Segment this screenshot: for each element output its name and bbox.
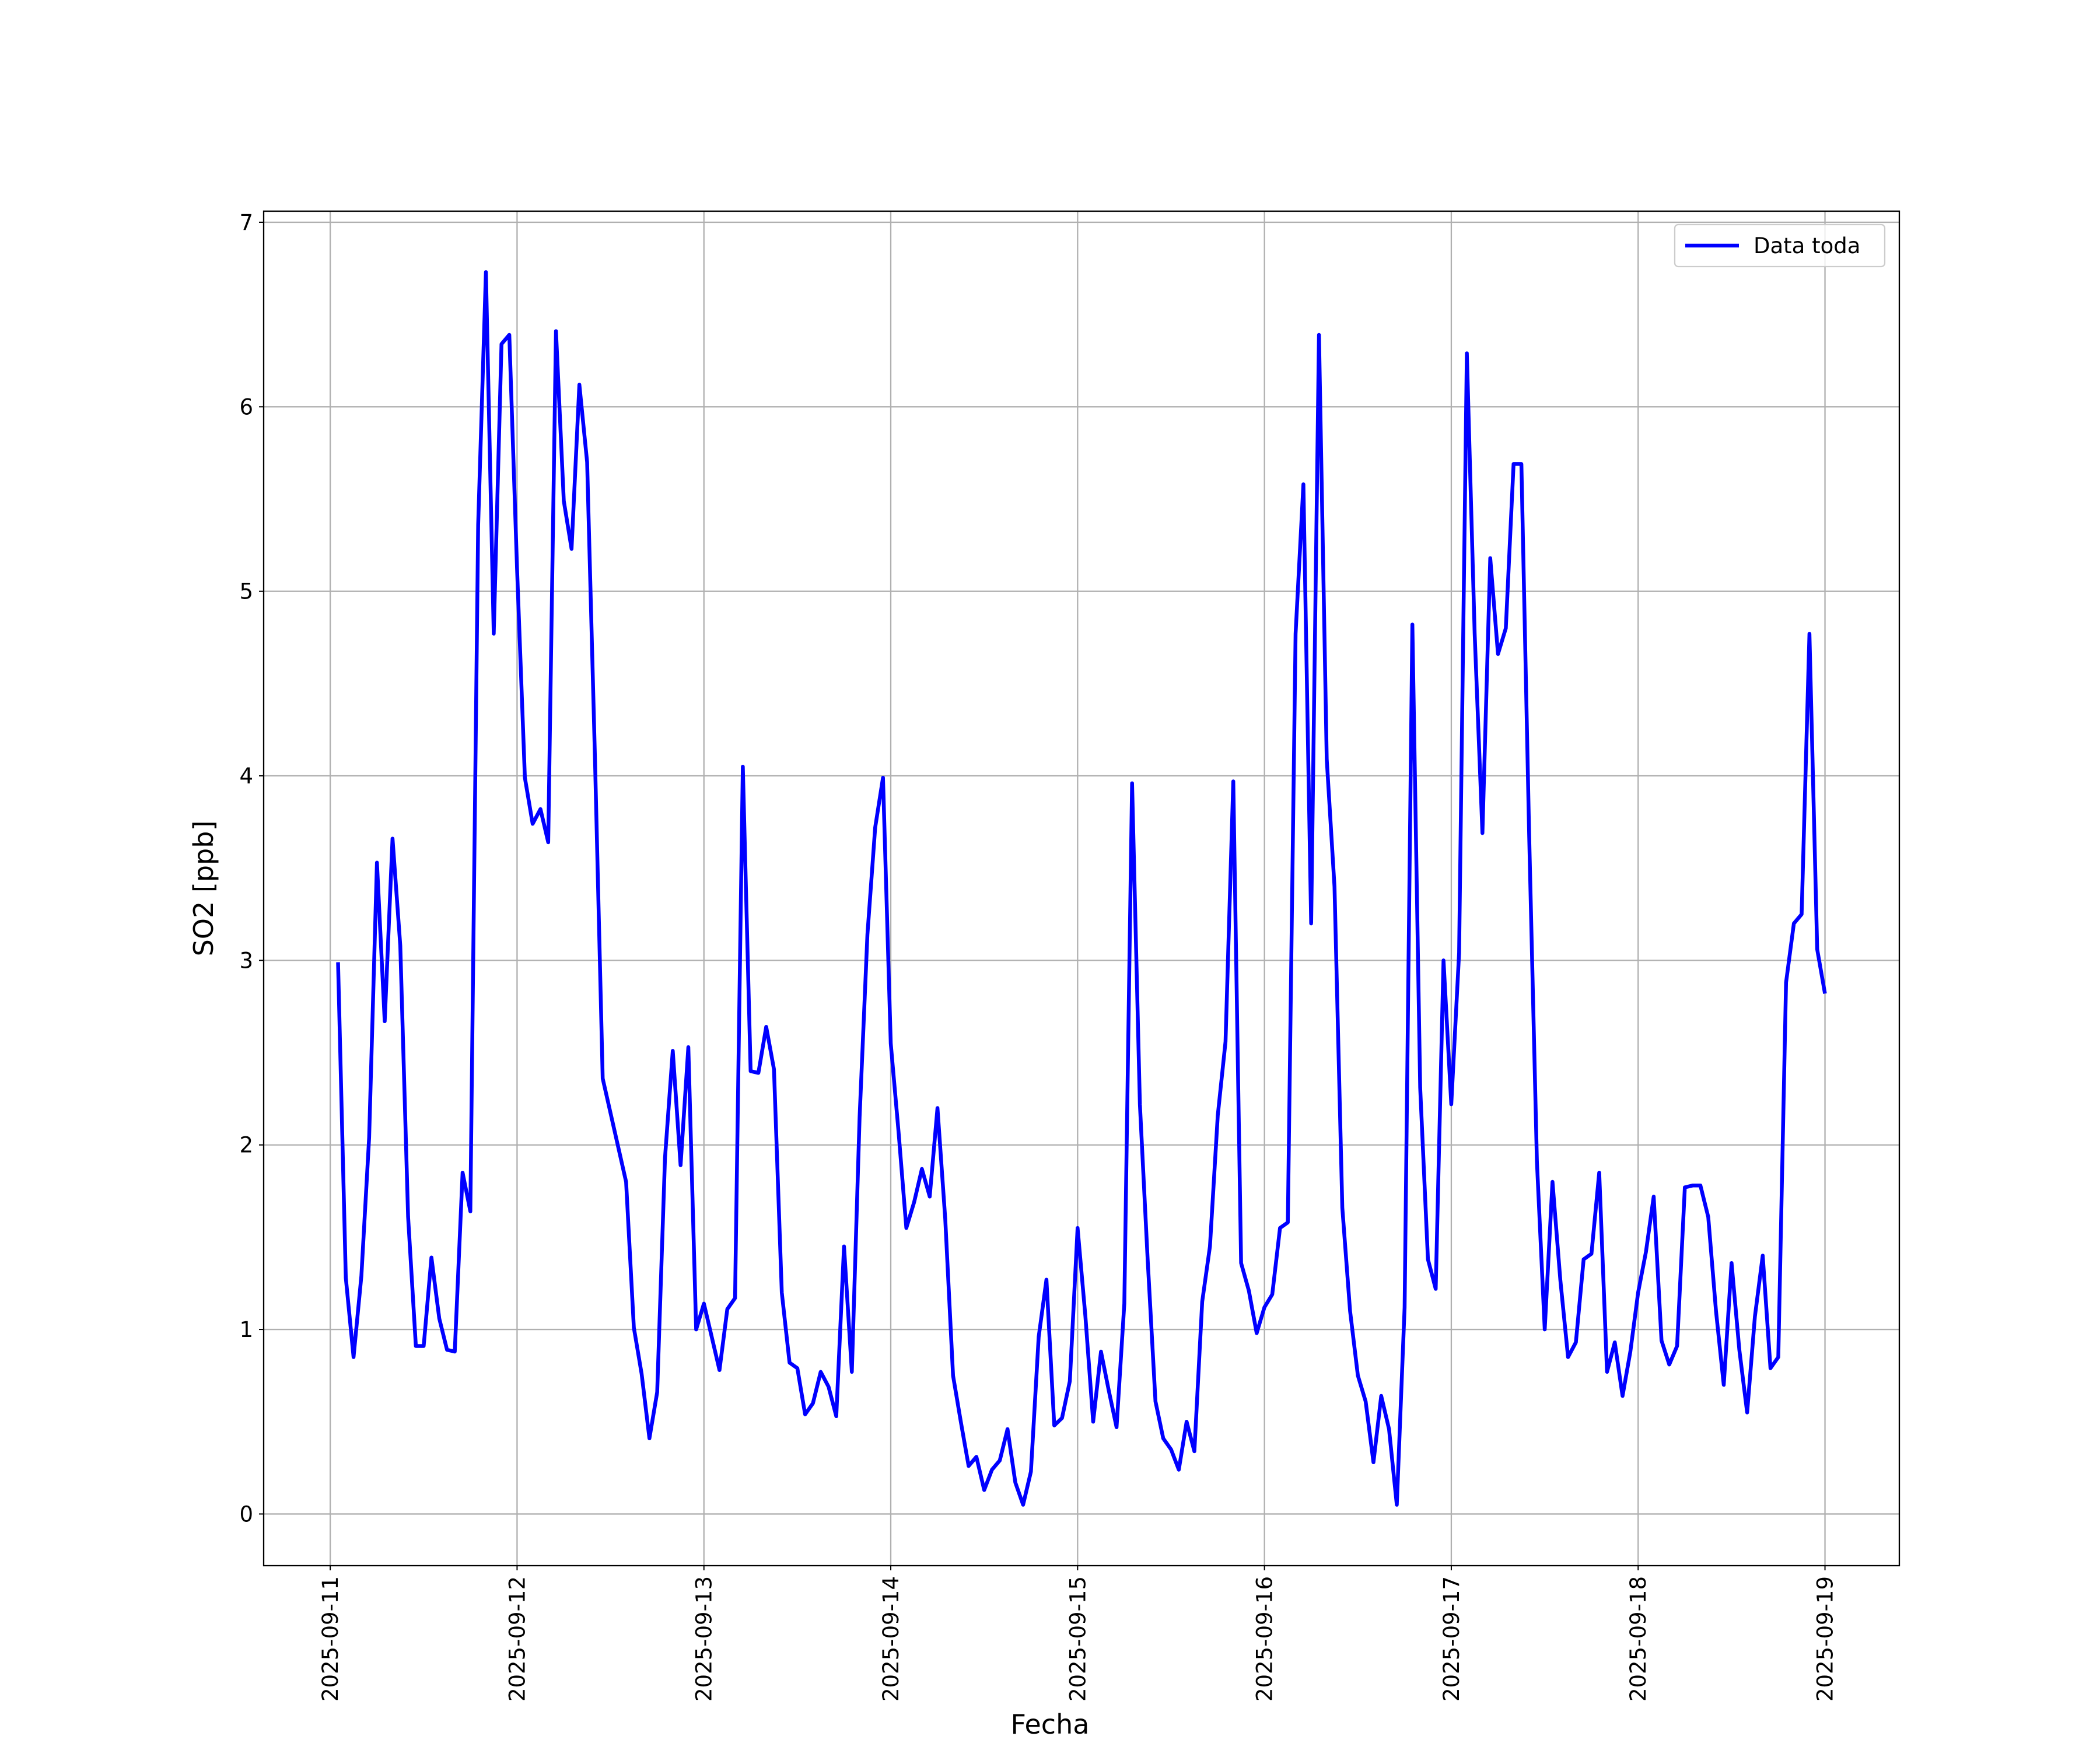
x-tick-label: 2025-09-12 [505, 1576, 530, 1702]
legend-box [1674, 223, 1886, 268]
x-tick-label: 2025-09-14 [878, 1576, 904, 1702]
x-tick-label: 2025-09-11 [318, 1576, 343, 1702]
data-line [336, 270, 1827, 1507]
x-tick-label: 2025-09-13 [692, 1576, 717, 1702]
x-tick-label: 2025-09-16 [1252, 1576, 1278, 1702]
y-tick-label: 4 [239, 764, 253, 789]
y-tick-label: 0 [239, 1502, 253, 1527]
y-axis-label: SO2 [ppb] [188, 821, 219, 957]
y-tick-label: 5 [239, 579, 253, 604]
legend-label: Data toda [1754, 233, 1860, 258]
y-tick-label: 2 [239, 1133, 253, 1158]
x-tick-label: 2025-09-18 [1626, 1576, 1651, 1702]
x-tick-label: 2025-09-19 [1813, 1576, 1838, 1702]
y-tick-label: 3 [239, 948, 253, 973]
y-tick-label: 7 [239, 210, 253, 235]
plot-frame [262, 210, 1901, 1567]
x-tick-label: 2025-09-17 [1439, 1576, 1464, 1702]
y-tick-label: 6 [239, 394, 253, 419]
x-tick-label: 2025-09-15 [1065, 1576, 1090, 1702]
x-axis-label: Fecha [1011, 1709, 1090, 1740]
y-tick-label: 1 [239, 1317, 253, 1342]
